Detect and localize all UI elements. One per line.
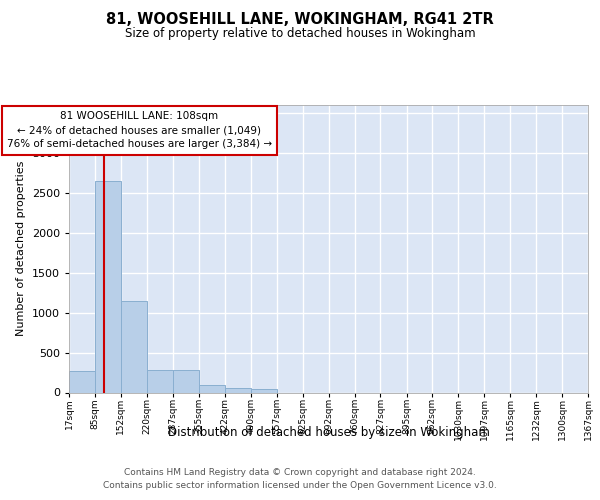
Bar xyxy=(95,181,121,392)
Bar xyxy=(121,301,147,392)
Bar xyxy=(69,371,95,392)
Text: Contains HM Land Registry data © Crown copyright and database right 2024.: Contains HM Land Registry data © Crown c… xyxy=(124,468,476,477)
Y-axis label: Number of detached properties: Number of detached properties xyxy=(16,161,26,336)
Bar xyxy=(224,388,251,392)
Bar xyxy=(147,370,173,392)
Bar xyxy=(251,390,277,392)
Text: 81 WOOSEHILL LANE: 108sqm
← 24% of detached houses are smaller (1,049)
76% of se: 81 WOOSEHILL LANE: 108sqm ← 24% of detac… xyxy=(7,112,272,150)
Bar xyxy=(199,386,224,392)
Text: Size of property relative to detached houses in Wokingham: Size of property relative to detached ho… xyxy=(125,28,475,40)
Text: 81, WOOSEHILL LANE, WOKINGHAM, RG41 2TR: 81, WOOSEHILL LANE, WOKINGHAM, RG41 2TR xyxy=(106,12,494,28)
Text: Distribution of detached houses by size in Wokingham: Distribution of detached houses by size … xyxy=(168,426,490,439)
Bar xyxy=(173,370,199,392)
Text: Contains public sector information licensed under the Open Government Licence v3: Contains public sector information licen… xyxy=(103,482,497,490)
